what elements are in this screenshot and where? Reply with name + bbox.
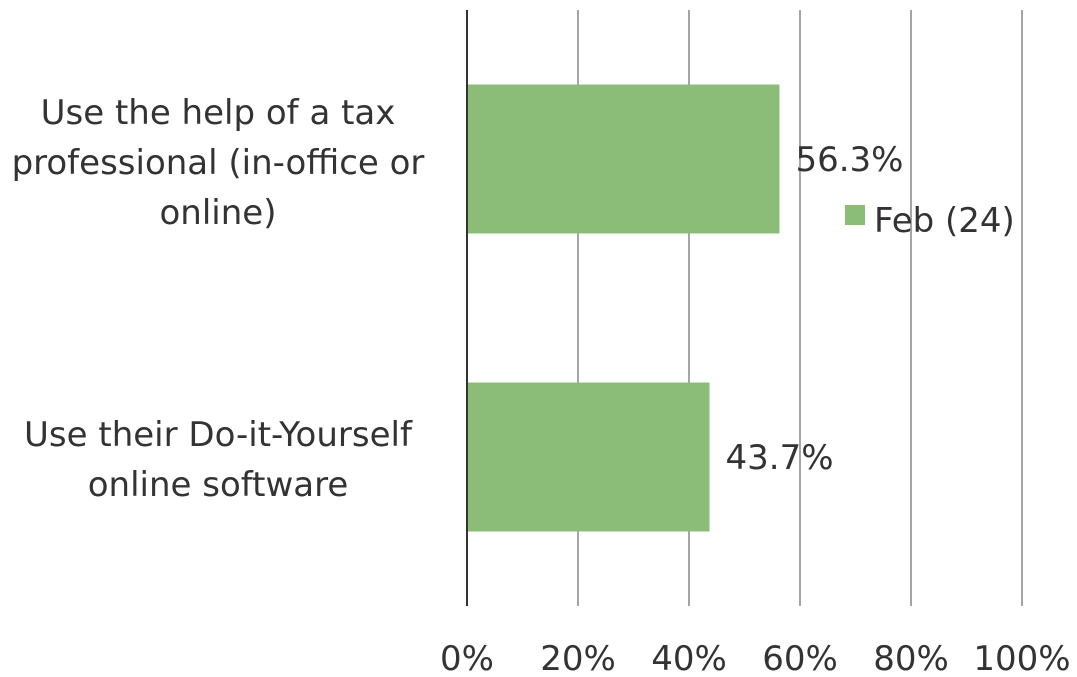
bar-2: [467, 382, 710, 532]
category-label-tax-professional: Use the help of a tax professional (in-o…: [11, 93, 425, 233]
data-label-1: 56.3%: [795, 140, 903, 180]
x-tick-label-100pct: 100%: [973, 639, 1070, 677]
data-label-2: 43.7%: [726, 438, 834, 478]
category-label-diy-software: Use their Do-it-Yourself online software: [24, 415, 412, 505]
x-tick-label-80pct: 80%: [873, 639, 949, 677]
x-tick-label-20pct: 20%: [540, 639, 616, 677]
legend-swatch: [845, 205, 865, 225]
x-tick-label-0pct: 0%: [440, 639, 494, 677]
x-tick-label-40pct: 40%: [651, 639, 727, 677]
bar-1: [467, 84, 780, 234]
x-tick-label-60pct: 60%: [762, 639, 838, 677]
legend-label: Feb (24): [874, 201, 1015, 241]
